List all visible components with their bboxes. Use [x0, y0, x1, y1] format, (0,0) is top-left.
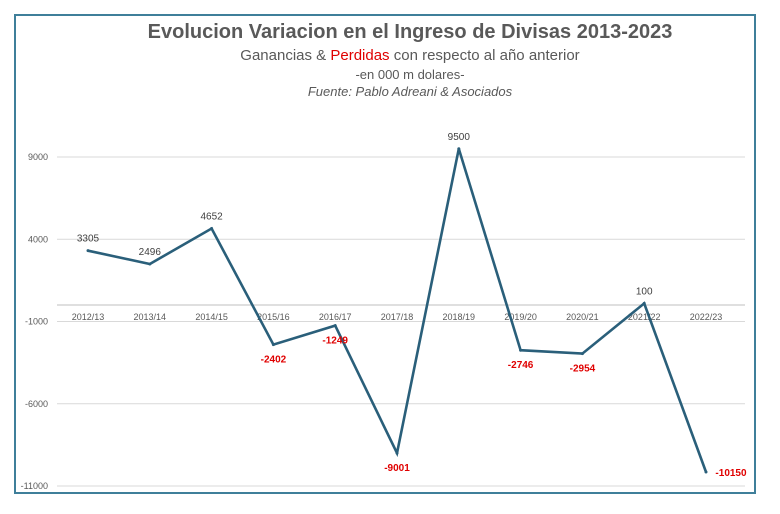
- y-tick-label: -1000: [25, 317, 48, 327]
- data-label: -2746: [508, 360, 534, 371]
- x-tick-label: 2021/22: [628, 312, 661, 322]
- data-label: 4652: [200, 212, 223, 223]
- data-point: [86, 249, 90, 253]
- data-label: -9001: [384, 463, 410, 474]
- chart-note: -en 000 m dolares-: [355, 67, 465, 82]
- y-tick-label: -11000: [21, 481, 48, 491]
- x-tick-label: 2017/18: [381, 312, 414, 322]
- subtitle-highlight: Perdidas: [330, 47, 390, 64]
- y-tick-label: 4000: [28, 234, 48, 244]
- x-tick-label: 2022/23: [690, 312, 723, 322]
- data-label: -1249: [322, 336, 348, 347]
- data-point: [148, 262, 152, 266]
- subtitle-suffix: con respecto al año anterior: [389, 47, 580, 64]
- data-label: -2402: [261, 355, 287, 366]
- data-label: -2954: [570, 364, 596, 375]
- data-point: [210, 227, 214, 231]
- data-label: 3305: [77, 234, 100, 245]
- x-tick-label: 2014/15: [195, 312, 228, 322]
- data-point: [333, 324, 337, 328]
- chart-subtitle: Ganancias & Perdidas con respecto al año…: [0, 47, 780, 64]
- data-label: 9500: [448, 132, 471, 143]
- data-label: 2496: [139, 247, 162, 258]
- chart-frame: [14, 14, 756, 494]
- x-tick-label: 2016/17: [319, 312, 352, 322]
- x-tick-label: 2012/13: [72, 312, 105, 322]
- data-point: [704, 470, 708, 474]
- data-point: [271, 343, 275, 347]
- chart-source: Fuente: Pablo Adreani & Asociados: [307, 84, 513, 99]
- x-tick-label: 2015/16: [257, 312, 290, 322]
- y-tick-label: 9000: [28, 152, 48, 162]
- y-tick-label: -6000: [25, 399, 48, 409]
- data-label: 100: [636, 286, 653, 297]
- subtitle-prefix: Ganancias &: [240, 47, 331, 64]
- x-tick-label: 2019/20: [504, 312, 537, 322]
- data-point: [580, 352, 584, 356]
- series-line: [87, 148, 708, 473]
- chart-title: Evolucion Variacion en el Ingreso de Div…: [147, 21, 673, 43]
- data-point: [395, 451, 399, 455]
- data-point: [642, 301, 646, 305]
- data-point: [519, 348, 523, 352]
- data-point: [457, 147, 461, 151]
- x-tick-label: 2020/21: [566, 312, 599, 322]
- x-tick-label: 2013/14: [134, 312, 167, 322]
- x-tick-label: 2018/19: [443, 312, 476, 322]
- data-label: -10150: [715, 468, 747, 479]
